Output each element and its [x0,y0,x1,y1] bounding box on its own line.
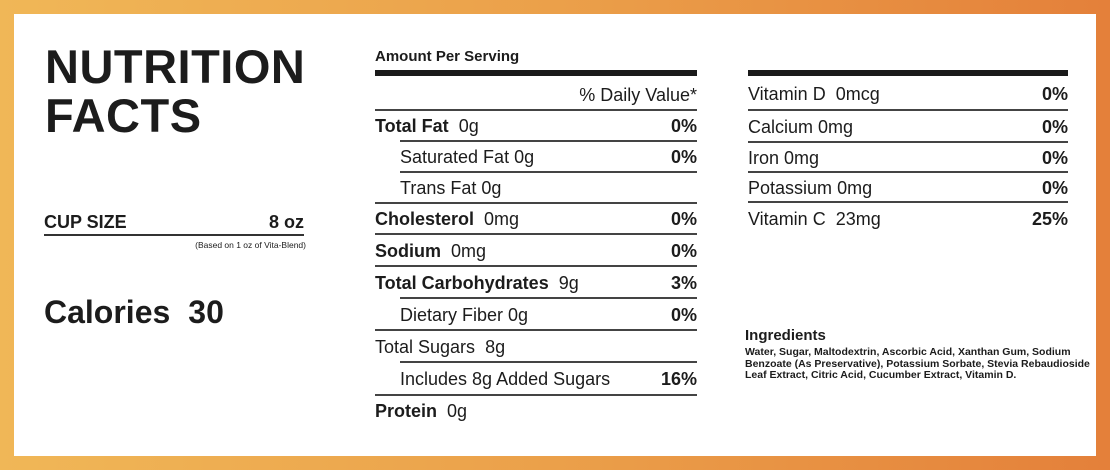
nutrient-amount: 0g [481,178,502,198]
vitamin-name: Vitamin C [748,208,826,229]
vitamin-amount: 0mg [837,177,873,198]
nutrient-row: Trans Fat 0g [375,173,697,204]
nutrient-name: Trans Fat [400,178,477,198]
vitamin-name: Calcium [748,116,814,137]
calories: Calories 30 [44,294,224,331]
vitamin-name: Potassium [748,177,833,198]
nutrient-name: Total Sugars [375,336,476,357]
vitamin-dv: 0% [1041,147,1068,168]
calories-value: 30 [188,294,224,330]
nutrient-row: Includes 8g Added Sugars 16% [375,363,697,396]
calories-label: Calories [44,294,171,330]
vitamin-row: Potassium 0mg 0% [748,173,1068,203]
nutrient-dv: 0% [670,209,697,229]
vitamin-amount: 23mg [835,208,881,229]
ingredients-heading: Ingredients [745,327,826,344]
nutrient-amount: 0mg [484,209,520,229]
nutrient-row: Protein 0g [375,396,697,426]
vitamin-dv: 0% [1041,83,1068,104]
title-line-1: NUTRITION [45,40,306,93]
nutrient-name: Sodium [375,240,441,261]
nutrient-name: Cholesterol [375,209,475,229]
nutrient-name: Total Fat [375,116,449,136]
vitamin-row: Calcium 0mg 0% [748,111,1068,143]
vitamin-name: Iron [748,147,780,168]
nutrient-row: Saturated Fat 0g 0% [375,142,697,173]
cup-size-value: 8 oz [268,211,304,232]
nutrient-name: Dietary Fiber [400,304,504,325]
amount-per-serving: Amount Per Serving [375,48,520,65]
vitamin-row: Vitamin D 0mcg 0% [748,77,1068,111]
nutrient-dv: 16% [660,369,697,389]
cup-size-note: (Based on 1 oz of Vita-Blend) [195,240,306,250]
vitamin-dv: 25% [1031,208,1068,229]
vitamin-dv: 0% [1041,177,1068,198]
nutrient-amount: 9g [558,272,579,293]
thick-divider [375,70,697,76]
nutrient-row: Total Carbohydrates 9g 3% [375,267,697,299]
ingredients-text: Water, Sugar, Maltodextrin, Ascorbic Aci… [745,346,1090,381]
vitamin-name: Vitamin D [748,83,826,104]
nutrient-dv: 3% [670,272,697,293]
vitamin-amount: 0mg [784,147,820,168]
dv-header-text: % Daily Value* [579,85,697,105]
label-title: NUTRITION FACTS [45,42,305,140]
title-line-2: FACTS [45,89,202,142]
daily-value-header: % Daily Value* [375,80,697,111]
nutrient-amount: 0g [508,304,529,325]
vitamin-dv: 0% [1041,116,1068,137]
nutrient-name: Total Carbohydrates [375,272,549,293]
nutrient-name: Saturated Fat [400,147,510,167]
nutrient-amount: 0g [458,116,479,136]
vitamin-row: Iron 0mg 0% [748,143,1068,173]
nutrient-name: Includes 8g Added Sugars [400,369,611,389]
nutrient-amount: 0g [514,147,535,167]
nutrition-label: NUTRITION FACTS CUP SIZE 8 oz (Based on … [14,14,1096,456]
vitamin-amount: 0mg [818,116,854,137]
vitamin-row: Vitamin C 23mg 25% [748,203,1068,235]
nutrient-row: Cholesterol 0mg 0% [375,204,697,235]
nutrient-row: Sodium 0mg 0% [375,235,697,267]
nutrient-dv: 0% [670,147,697,167]
nutrient-amount: 0mg [451,240,487,261]
nutrient-row: Total Fat 0g 0% [375,111,697,142]
nutrient-amount: 0g [447,400,468,421]
vitamin-amount: 0mcg [835,83,880,104]
nutrient-row: Dietary Fiber 0g 0% [375,299,697,331]
nutrient-dv: 0% [670,240,697,261]
nutrient-name: Protein [375,400,438,421]
nutrient-dv: 0% [670,304,697,325]
thick-divider [748,70,1068,76]
nutrient-dv: 0% [670,116,697,136]
nutrient-amount: 8g [485,336,506,357]
nutrient-row: Total Sugars 8g [375,331,697,363]
cup-size-label: CUP SIZE [44,211,127,232]
cup-size: CUP SIZE 8 oz [44,210,304,236]
